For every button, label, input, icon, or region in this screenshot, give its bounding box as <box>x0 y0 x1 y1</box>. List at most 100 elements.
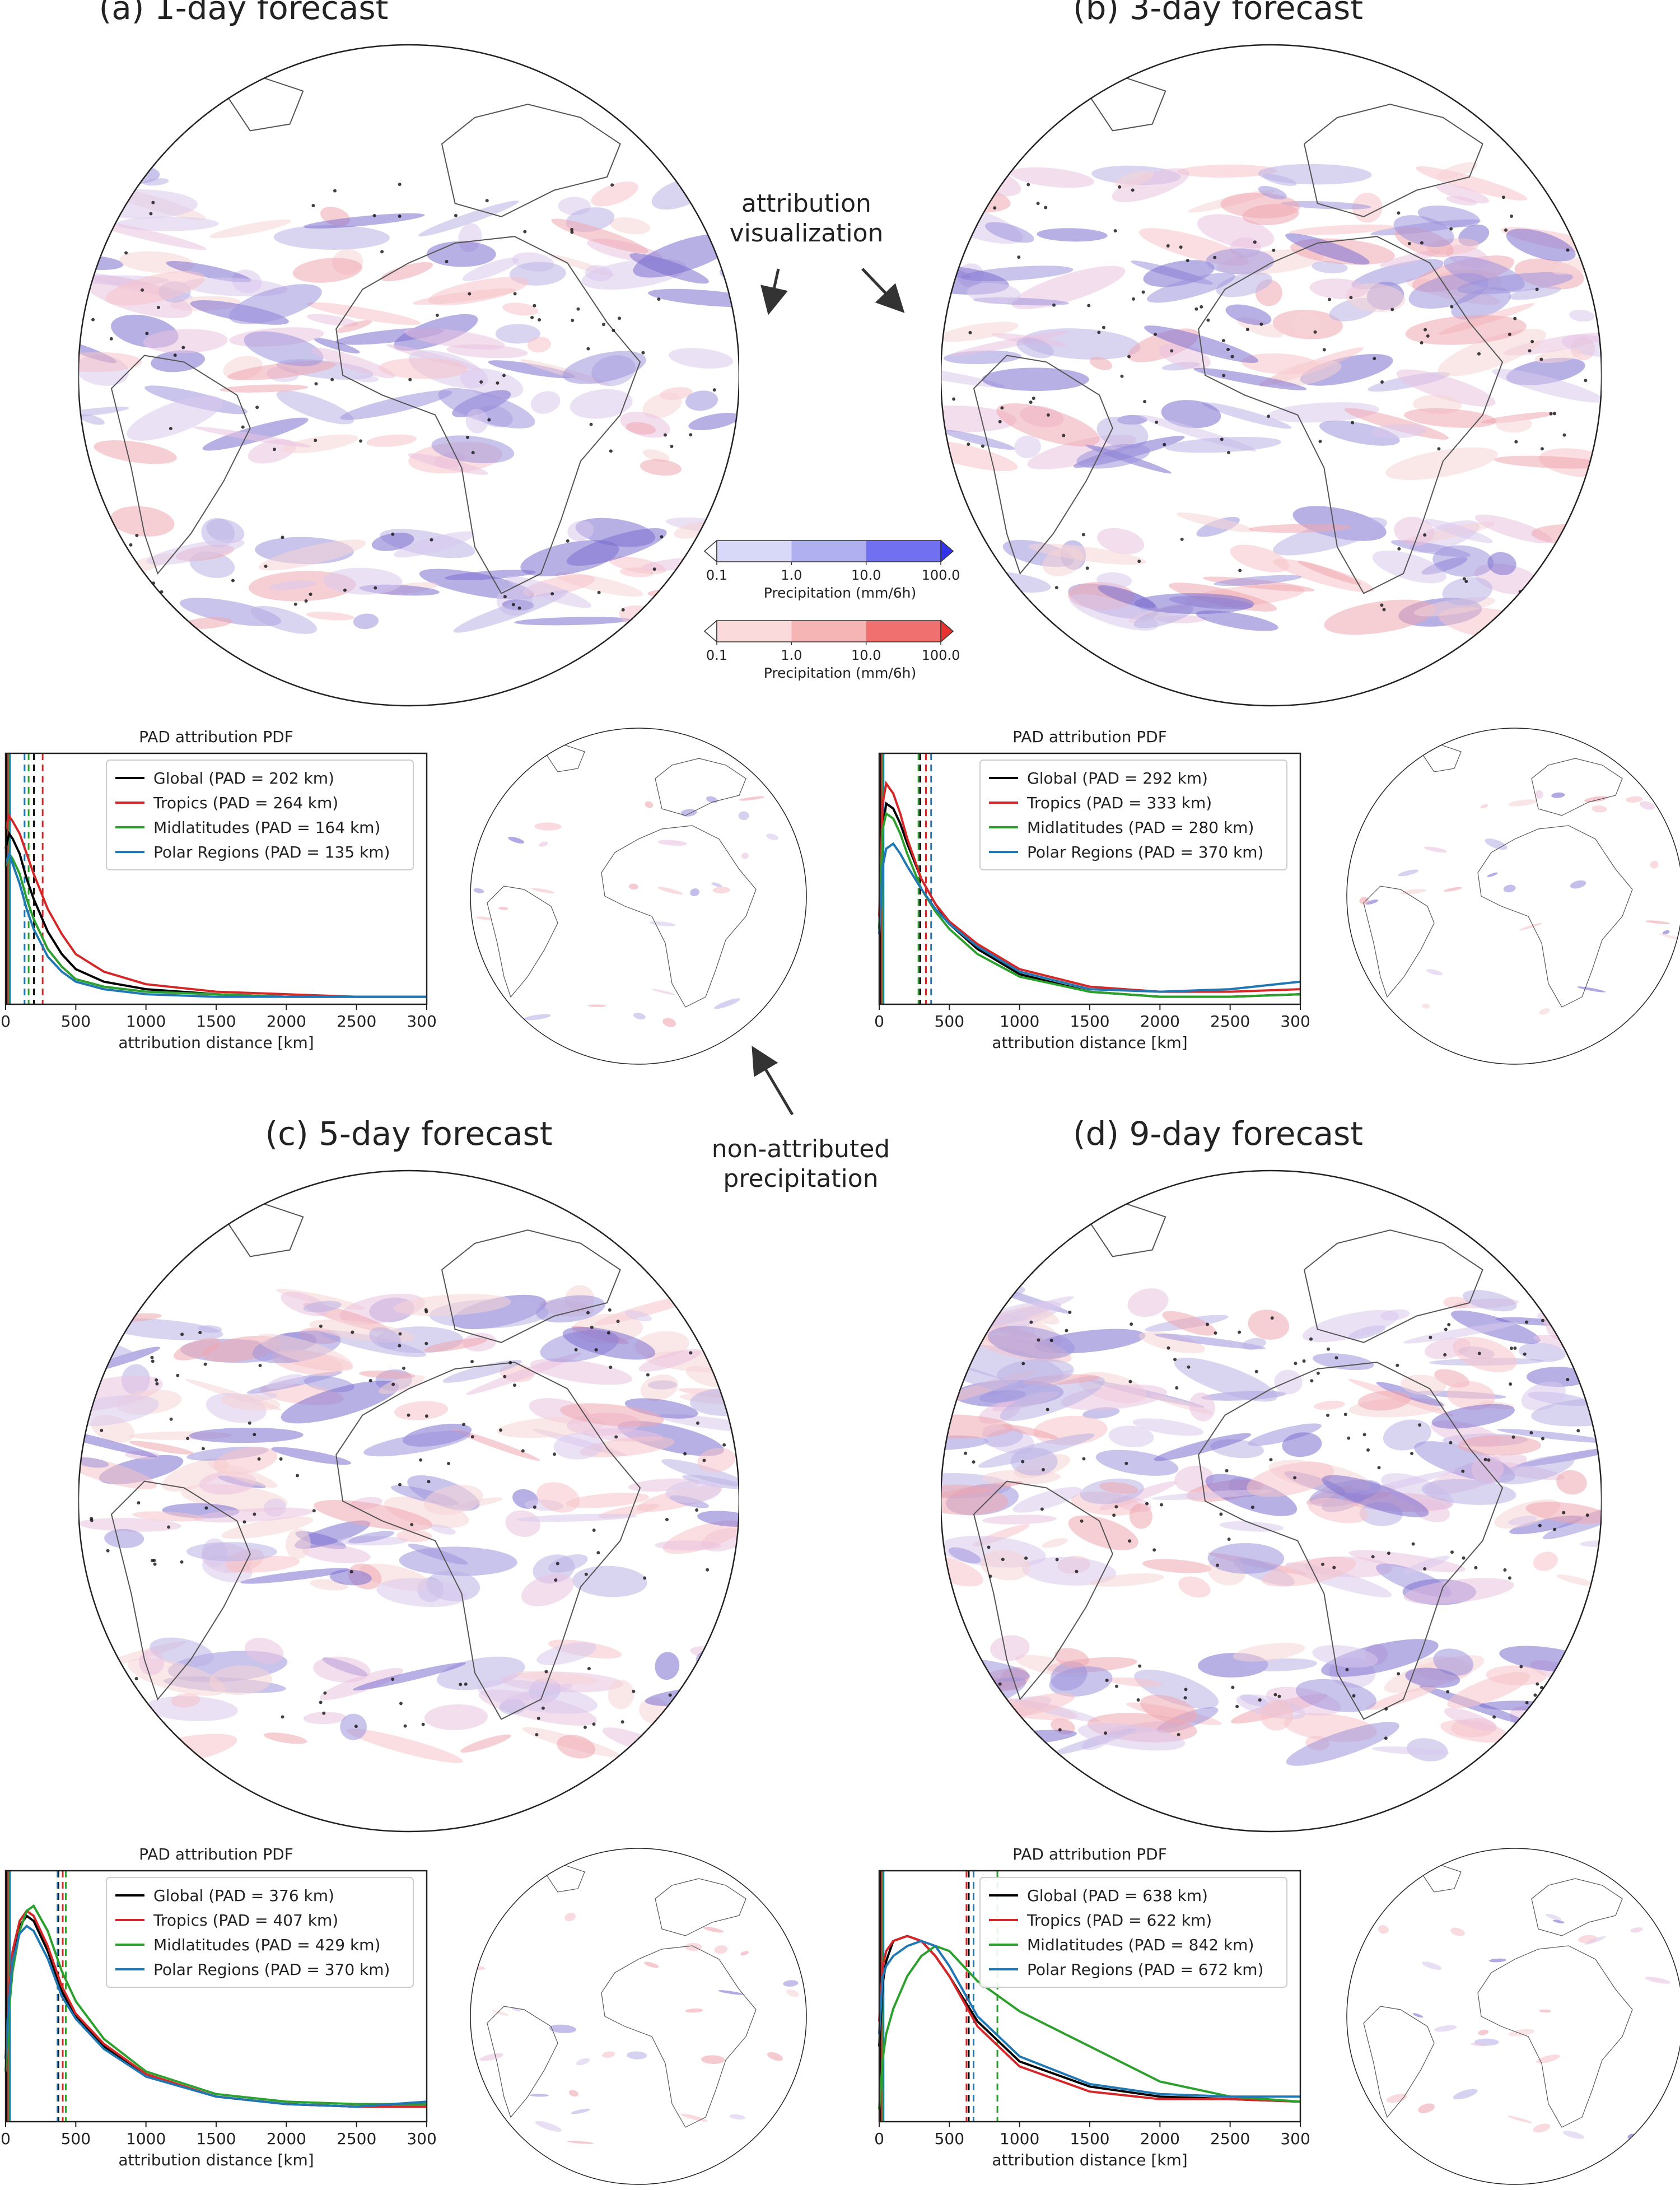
series-line <box>878 1935 1301 2103</box>
legend-box <box>979 759 1287 870</box>
chart-title: PAD attribution PDF <box>1012 1845 1167 1863</box>
x-tick-label: 1500 <box>1070 1012 1109 1031</box>
legend-label: Global (PAD = 292 km) <box>1027 769 1208 788</box>
series-line <box>878 1945 1301 2109</box>
x-axis-label: attribution distance [km] <box>118 2151 314 2169</box>
series-line <box>4 1904 427 2105</box>
colorbar-red-tick-label: 0.1 <box>706 647 727 663</box>
colorbar-red-cell <box>717 621 792 642</box>
legend-label: Tropics (PAD = 622 km) <box>1026 1911 1212 1930</box>
series-line <box>878 842 1301 993</box>
panel-title-d: (d) 9-day forecast <box>1072 1115 1363 1153</box>
pdf-chart-d: PAD attribution PDF 0 500 1000 1500 2000 2500 3… <box>874 1845 1310 2169</box>
annotation-attribution: attribution visualization <box>722 189 890 249</box>
legend-label: Global (PAD = 638 km) <box>1027 1886 1208 1905</box>
colorbar-blue-label: Precipitation (mm/6h) <box>764 585 917 601</box>
series-line <box>878 1940 1300 2098</box>
chart-title: PAD attribution PDF <box>1012 728 1167 746</box>
annotation-attribution-line2: visualization <box>729 218 884 248</box>
colorbar-red-cell <box>866 621 941 642</box>
colorbar-blue-tick-label: 1.0 <box>781 567 802 583</box>
x-tick-label: 1000 <box>126 2130 166 2148</box>
x-tick-label: 3000 <box>1280 1012 1310 1031</box>
x-tick-label: 1500 <box>196 2130 236 2148</box>
globe-d <box>941 1169 1602 1833</box>
legend-label: Polar Regions (PAD = 135 km) <box>153 843 390 861</box>
x-tick-label: 500 <box>61 2130 91 2148</box>
series-line <box>4 851 427 998</box>
pdf-chart-b: PAD attribution PDF 0 500 1000 1500 2000 2500 3… <box>874 728 1310 1052</box>
legend-label: Midlatitudes (PAD = 280 km) <box>1027 818 1254 837</box>
globe-c <box>78 1169 739 1833</box>
x-tick-label: 500 <box>935 2130 964 2148</box>
globe-a <box>78 44 739 707</box>
annotation-nonattributed-line1: non-attributed <box>711 1135 890 1163</box>
x-tick-label: 500 <box>935 1012 964 1031</box>
colorbar-blue-cell <box>791 540 866 562</box>
legend-label: Polar Regions (PAD = 370 km) <box>153 1960 390 1979</box>
chart-title: PAD attribution PDF <box>139 1845 293 1863</box>
x-tick-label: 0 <box>874 2130 884 2148</box>
colorbar-red-cell <box>791 621 866 642</box>
x-axis-label: attribution distance [km] <box>992 1033 1187 1052</box>
colorbar-red-tick-label: 10.0 <box>851 647 881 663</box>
x-axis-label: attribution distance [km] <box>118 1033 314 1052</box>
chart-title: PAD attribution PDF <box>139 728 293 746</box>
x-axis-label: attribution distance [km] <box>992 2151 1187 2169</box>
colorbar-blue-cell <box>866 540 941 562</box>
legend-label: Midlatitudes (PAD = 842 km) <box>1027 1936 1254 1954</box>
x-tick-label: 2500 <box>337 1012 376 1031</box>
colorbar-blue-cell <box>717 540 792 562</box>
small-globe-c <box>470 1848 807 2185</box>
x-tick-label: 1500 <box>1070 2130 1109 2148</box>
pdf-chart-a: PAD attribution PDF 0 500 1000 1500 2000 2500 3… <box>1 728 437 1052</box>
x-tick-label: 2500 <box>337 2130 376 2148</box>
panel-title-b: (b) 3-day forecast <box>1072 0 1363 27</box>
legend-label: Polar Regions (PAD = 672 km) <box>1027 1960 1263 1979</box>
x-tick-label: 3000 <box>407 1012 437 1031</box>
series-line <box>4 1924 427 2108</box>
globe-b <box>941 44 1602 707</box>
legend-box <box>979 1877 1287 1988</box>
small-globe-b <box>1346 728 1680 1065</box>
legend-label: Tropics (PAD = 264 km) <box>153 794 338 812</box>
x-tick-label: 3000 <box>1280 2130 1310 2148</box>
x-tick-label: 2000 <box>267 1012 306 1031</box>
legend-label: Tropics (PAD = 333 km) <box>1026 794 1212 812</box>
colorbar-blue-tick-label: 100.0 <box>922 567 960 583</box>
x-tick-label: 2000 <box>267 2130 306 2148</box>
small-globe-a <box>470 728 807 1065</box>
legend-box <box>106 1877 414 1988</box>
small-globe-d <box>1346 1848 1680 2185</box>
legend-label: Polar Regions (PAD = 370 km) <box>1027 843 1263 861</box>
annotation-nonattributed: non-attributed precipitation <box>700 1135 902 1194</box>
colorbar-red-tick-label: 100.0 <box>922 647 960 663</box>
legend-label: Global (PAD = 202 km) <box>153 769 334 788</box>
legend-box <box>106 759 414 870</box>
colorbar-blue: 0.1 1.0 10.0 100.0 Precipitation (mm/6h) <box>703 539 960 601</box>
x-tick-label: 2500 <box>1210 1012 1250 1031</box>
colorbar-blue-tick-label: 0.1 <box>706 567 727 583</box>
x-tick-label: 500 <box>61 1012 91 1031</box>
panel-title-c: (c) 5-day forecast <box>265 1115 553 1153</box>
x-tick-label: 0 <box>1 2130 11 2148</box>
x-tick-label: 0 <box>874 1012 884 1031</box>
legend-label: Tropics (PAD = 407 km) <box>153 1911 338 1930</box>
annotation-nonattributed-line2: precipitation <box>723 1164 879 1193</box>
x-tick-label: 2500 <box>1210 2130 1250 2148</box>
x-tick-label: 1500 <box>196 1012 236 1031</box>
x-tick-label: 3000 <box>407 2130 437 2148</box>
x-tick-label: 2000 <box>1140 1012 1180 1031</box>
x-tick-label: 1000 <box>1000 2130 1039 2148</box>
annotation-attribution-line1: attribution <box>741 189 871 218</box>
colorbar-red-label: Precipitation (mm/6h) <box>764 665 917 681</box>
legend-label: Global (PAD = 376 km) <box>153 1886 334 1905</box>
x-tick-label: 0 <box>1 1012 11 1031</box>
legend-label: Midlatitudes (PAD = 164 km) <box>153 818 380 837</box>
arrow-to-panel-b <box>861 268 905 313</box>
x-tick-label: 2000 <box>1140 2130 1180 2148</box>
arrow-to-small-globe-a <box>752 1046 794 1116</box>
panel-title-a: (a) 1-day forecast <box>99 0 389 27</box>
colorbar-red: 0.1 1.0 10.0 100.0 Precipitation (mm/6h) <box>703 619 960 681</box>
